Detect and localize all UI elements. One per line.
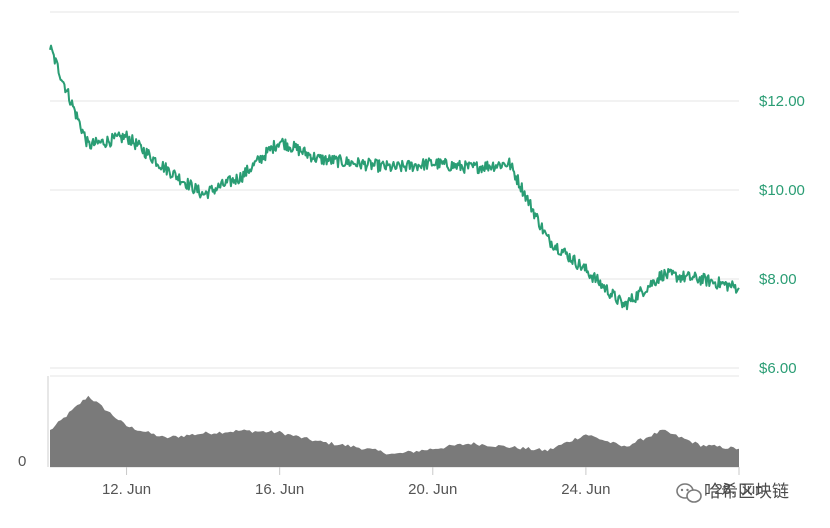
date-tick-label: 16. Jun [255,481,304,498]
watermark: 哈希区块链 [676,482,789,503]
date-tick-label: 28. Jun [714,481,763,498]
price-tick-label: $10.00 [759,182,805,199]
price-axis: $6.00 $8.00 $10.00 $12.00 [759,93,805,377]
volume-tick-label: 0 [18,453,26,470]
watermark-text: 哈希区块链 [704,482,789,502]
volume-panel [50,395,739,467]
date-tick-label: 20. Jun [408,481,457,498]
price-tick-label: $6.00 [759,360,797,377]
wechat-icon [676,483,702,503]
price-tick-label: $8.00 [759,271,797,288]
price-line [49,44,740,311]
date-tick-label: 12. Jun [102,481,151,498]
price-gridlines [47,11,739,468]
volume-axis: 0 [18,453,26,470]
volume-area [50,395,739,467]
price-panel [49,44,740,311]
date-tick-label: 24. Jun [561,481,610,498]
date-axis: 12. Jun 16. Jun 20. Jun 24. Jun 28. Jun [102,467,764,498]
price-tick-label: $12.00 [759,93,805,110]
